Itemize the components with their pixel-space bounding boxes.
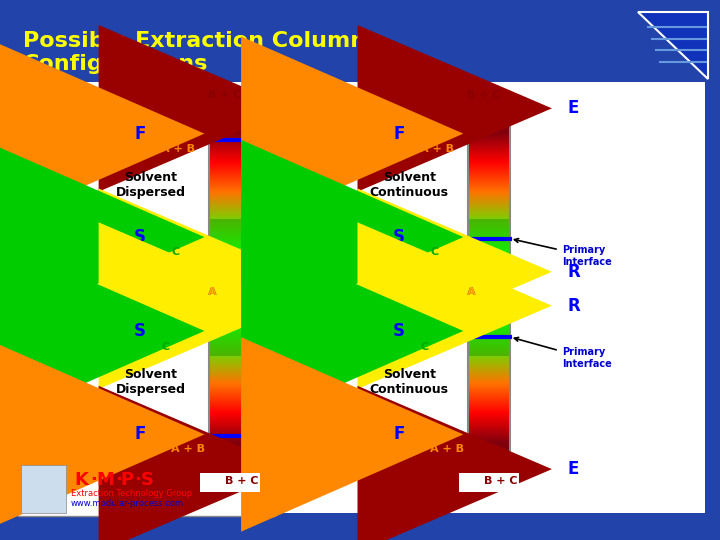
Text: B + C: B + C	[484, 476, 518, 486]
Bar	[210, 114, 251, 264]
Polygon shape	[639, 11, 708, 79]
Text: F: F	[134, 125, 145, 143]
Text: Solvent is Light Phase: Solvent is Light Phase	[31, 94, 188, 107]
Text: F: F	[134, 426, 145, 443]
Bar	[210, 312, 251, 461]
Bar	[466, 300, 512, 313]
Text: M: M	[96, 471, 114, 489]
Bar	[207, 300, 253, 313]
Text: R: R	[309, 296, 322, 315]
Text: A + B: A + B	[420, 144, 454, 154]
Text: Solvent
Continuous: Solvent Continuous	[370, 171, 449, 199]
Text: A: A	[208, 287, 217, 297]
Bar	[468, 114, 510, 264]
Text: R: R	[567, 296, 580, 315]
Text: A + B: A + B	[161, 144, 195, 154]
Bar	[466, 103, 512, 116]
Bar	[466, 460, 512, 471]
Text: A: A	[467, 287, 476, 297]
Text: Solvent is Heavy Phase: Solvent is Heavy Phase	[31, 285, 195, 299]
Text: B + C: B + C	[225, 476, 258, 486]
Text: S: S	[392, 322, 405, 340]
Text: Possible Extraction Column: Possible Extraction Column	[23, 31, 366, 51]
Text: F: F	[393, 426, 405, 443]
Text: A + B: A + B	[431, 444, 464, 454]
Text: A: A	[208, 287, 217, 297]
Text: R: R	[567, 263, 580, 281]
Text: Primary
Interface: Primary Interface	[256, 111, 353, 140]
Text: Solvent
Dispersed: Solvent Dispersed	[115, 171, 186, 199]
Bar	[468, 312, 510, 461]
Text: Primary
Interface: Primary Interface	[514, 338, 611, 369]
Text: S: S	[392, 228, 405, 246]
Text: C: C	[420, 342, 428, 352]
Text: Primary
Interface: Primary Interface	[515, 239, 611, 267]
Text: A: A	[467, 287, 476, 297]
Text: C: C	[171, 247, 179, 256]
Text: F: F	[393, 125, 405, 143]
Bar	[207, 460, 253, 471]
Text: Solvent
Dispersed: Solvent Dispersed	[115, 368, 186, 396]
Text: B + C: B + C	[467, 90, 500, 100]
Bar	[18, 82, 705, 512]
Text: ·: ·	[135, 471, 141, 489]
Text: B + C: B + C	[208, 90, 242, 100]
Text: E: E	[309, 99, 320, 117]
Text: P: P	[121, 471, 134, 489]
Text: ·: ·	[90, 471, 96, 489]
Text: Extraction Technology Group: Extraction Technology Group	[71, 489, 192, 498]
Text: S: S	[133, 228, 145, 246]
Bar	[207, 103, 253, 116]
Text: Solvent
Continuous: Solvent Continuous	[370, 368, 449, 396]
Bar	[466, 262, 512, 274]
Bar	[18, 462, 275, 516]
Text: B + C: B + C	[225, 476, 258, 486]
Bar	[459, 473, 519, 492]
Bar	[200, 473, 260, 492]
Text: R: R	[309, 263, 322, 281]
Text: S: S	[133, 322, 145, 340]
Text: K: K	[75, 471, 89, 489]
Text: Primary
Interface: Primary Interface	[256, 436, 353, 464]
Text: www.modular-process.com: www.modular-process.com	[71, 499, 184, 508]
Bar	[207, 262, 253, 274]
Text: B + C: B + C	[484, 476, 518, 486]
Text: A: A	[484, 279, 492, 288]
Text: A: A	[225, 279, 234, 288]
Text: Configurations: Configurations	[23, 54, 208, 74]
Text: ·: ·	[114, 471, 122, 489]
Text: C: C	[161, 342, 169, 352]
Text: C: C	[431, 247, 438, 256]
Text: E: E	[567, 99, 579, 117]
Bar	[21, 465, 66, 512]
Text: S: S	[140, 471, 153, 489]
Text: E: E	[567, 460, 579, 478]
Text: E: E	[309, 460, 320, 478]
Text: A + B: A + B	[171, 444, 205, 454]
